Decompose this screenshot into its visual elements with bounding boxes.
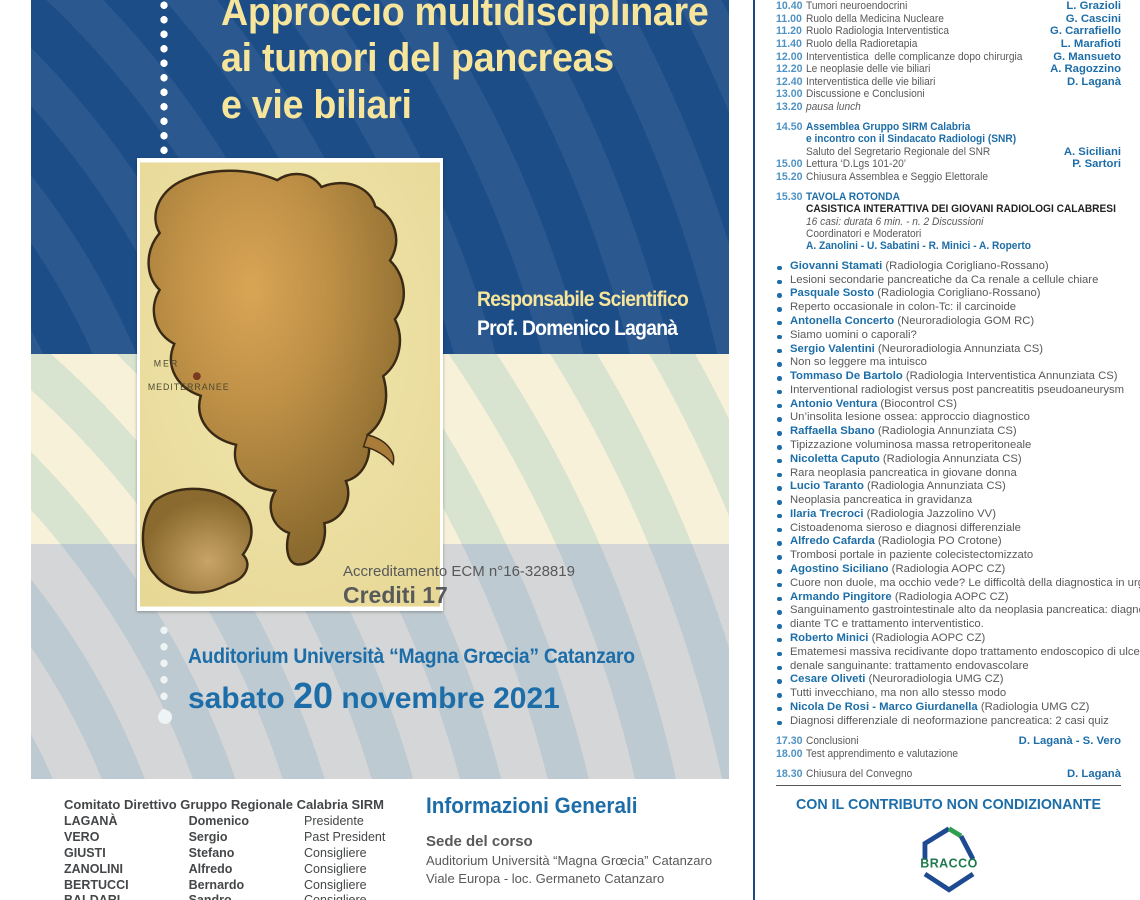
svg-text:BRACCO: BRACCO: [920, 857, 978, 871]
svg-text:MER: MER: [154, 358, 179, 368]
svg-text:MEDITERRANEE: MEDITERRANEE: [148, 382, 230, 392]
